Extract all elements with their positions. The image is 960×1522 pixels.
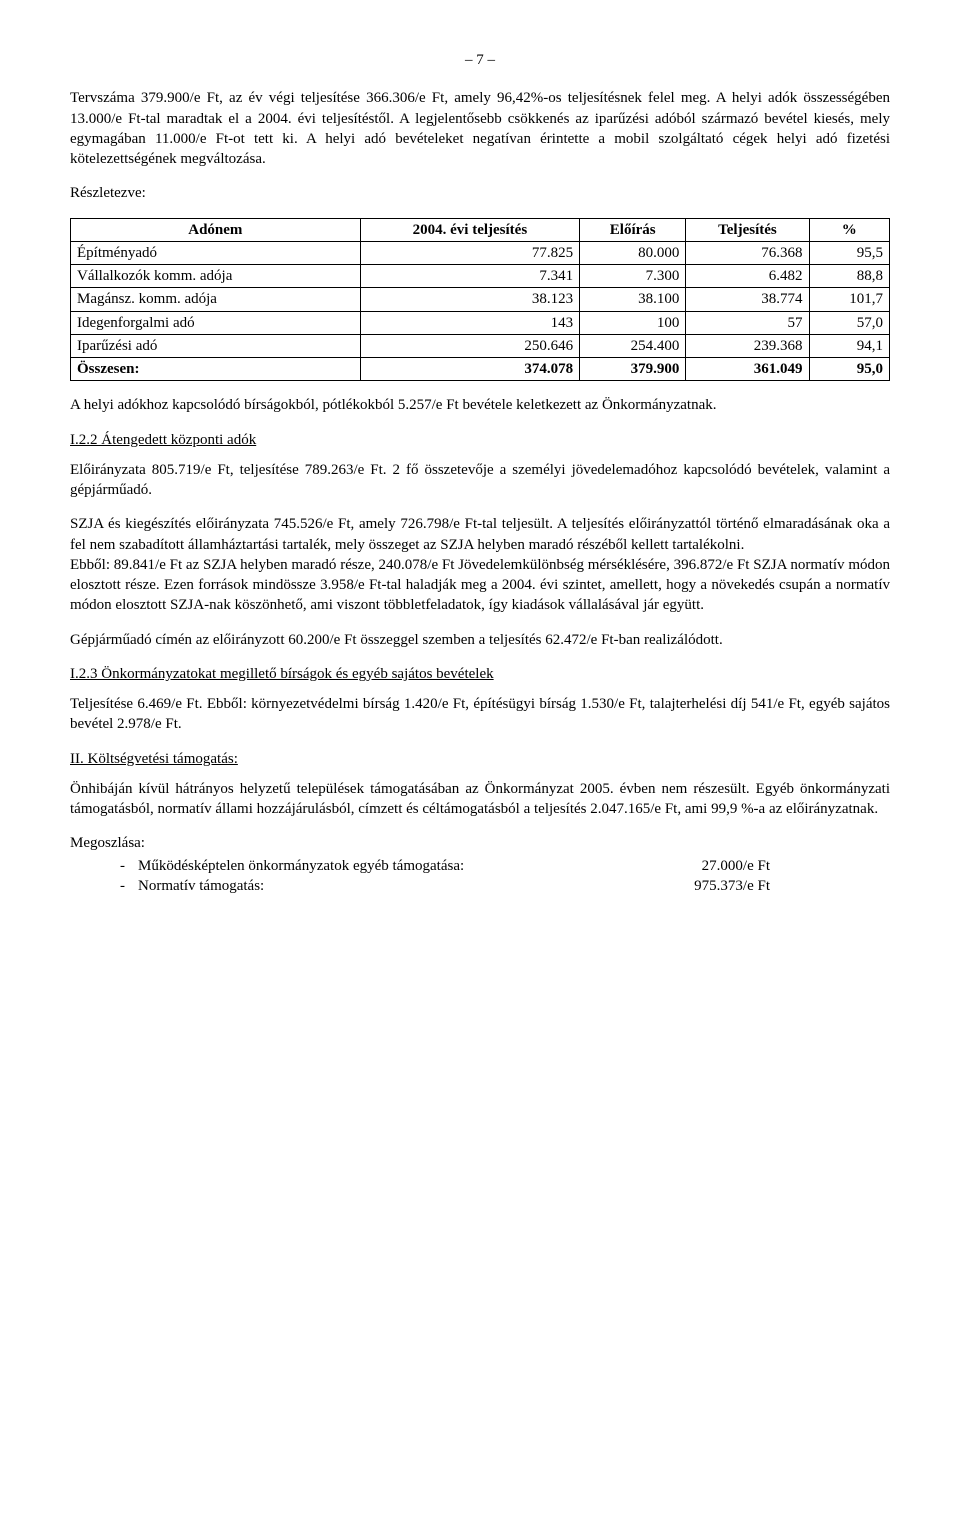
paragraph-2: A helyi adókhoz kapcsolódó bírságokból, … [70,395,890,415]
table-row: Vállalkozók komm. adója 7.341 7.300 6.48… [71,265,890,288]
table-row: Iparűzési adó 250.646 254.400 239.368 94… [71,334,890,357]
section-i23-heading: I.2.3 Önkormányzatokat megillető bírságo… [70,664,890,684]
col-2004: 2004. évi teljesítés [360,218,579,241]
paragraph-5: Ebből: 89.841/e Ft az SZJA helyben marad… [70,555,890,616]
cell: 379.900 [580,358,686,381]
cell: Idegenforgalmi adó [71,311,361,334]
paragraph-7: Teljesítése 6.469/e Ft. Ebből: környezet… [70,694,890,735]
paragraph-8: Önhibáján kívül hátrányos helyzetű telep… [70,779,890,820]
cell: 254.400 [580,334,686,357]
page-number: – 7 – [70,50,890,70]
cell: 76.368 [686,241,809,264]
paragraph-1: Tervszáma 379.900/e Ft, az év végi telje… [70,88,890,169]
list-item-label: Működésképtelen önkormányzatok egyéb tám… [138,856,650,876]
cell: 6.482 [686,265,809,288]
cell: 57,0 [809,311,889,334]
cell: 361.049 [686,358,809,381]
reszletezve-label: Részletezve: [70,183,890,203]
cell: 100 [580,311,686,334]
cell: 38.100 [580,288,686,311]
table-total-row: Összesen: 374.078 379.900 361.049 95,0 [71,358,890,381]
list-item: - Normatív támogatás: 975.373/e Ft [120,876,890,896]
cell: 374.078 [360,358,579,381]
megoszlasa-label: Megoszlása: [70,833,890,853]
cell: 38.774 [686,288,809,311]
cell: 80.000 [580,241,686,264]
cell: 57 [686,311,809,334]
table-row: Építményadó 77.825 80.000 76.368 95,5 [71,241,890,264]
dash-icon: - [120,856,138,876]
cell: Építményadó [71,241,361,264]
cell: 77.825 [360,241,579,264]
col-eloiras: Előírás [580,218,686,241]
table-row: Idegenforgalmi adó 143 100 57 57,0 [71,311,890,334]
list-item-value: 975.373/e Ft [650,876,890,896]
section-ii-heading: II. Költségvetési támogatás: [70,749,890,769]
table-row: Magánsz. komm. adója 38.123 38.100 38.77… [71,288,890,311]
cell: 7.341 [360,265,579,288]
section-i22-heading: I.2.2 Átengedett központi adók [70,430,890,450]
cell: 88,8 [809,265,889,288]
cell: 38.123 [360,288,579,311]
cell: Magánsz. komm. adója [71,288,361,311]
paragraph-3: Előirányzata 805.719/e Ft, teljesítése 7… [70,460,890,501]
col-teljesites: Teljesítés [686,218,809,241]
list-item: - Működésképtelen önkormányzatok egyéb t… [120,856,890,876]
cell: 95,5 [809,241,889,264]
paragraph-6: Gépjárműadó címén az előirányzott 60.200… [70,630,890,650]
paragraph-4: SZJA és kiegészítés előirányzata 745.526… [70,514,890,555]
dash-icon: - [120,876,138,896]
cell: 101,7 [809,288,889,311]
col-percent: % [809,218,889,241]
cell: Iparűzési adó [71,334,361,357]
col-adonem: Adónem [71,218,361,241]
cell: 7.300 [580,265,686,288]
cell: 239.368 [686,334,809,357]
tax-table: Adónem 2004. évi teljesítés Előírás Telj… [70,218,890,382]
list-item-label: Normatív támogatás: [138,876,650,896]
cell: 250.646 [360,334,579,357]
list-item-value: 27.000/e Ft [650,856,890,876]
table-header-row: Adónem 2004. évi teljesítés Előírás Telj… [71,218,890,241]
cell: Összesen: [71,358,361,381]
cell: 94,1 [809,334,889,357]
cell: 143 [360,311,579,334]
cell: Vállalkozók komm. adója [71,265,361,288]
cell: 95,0 [809,358,889,381]
